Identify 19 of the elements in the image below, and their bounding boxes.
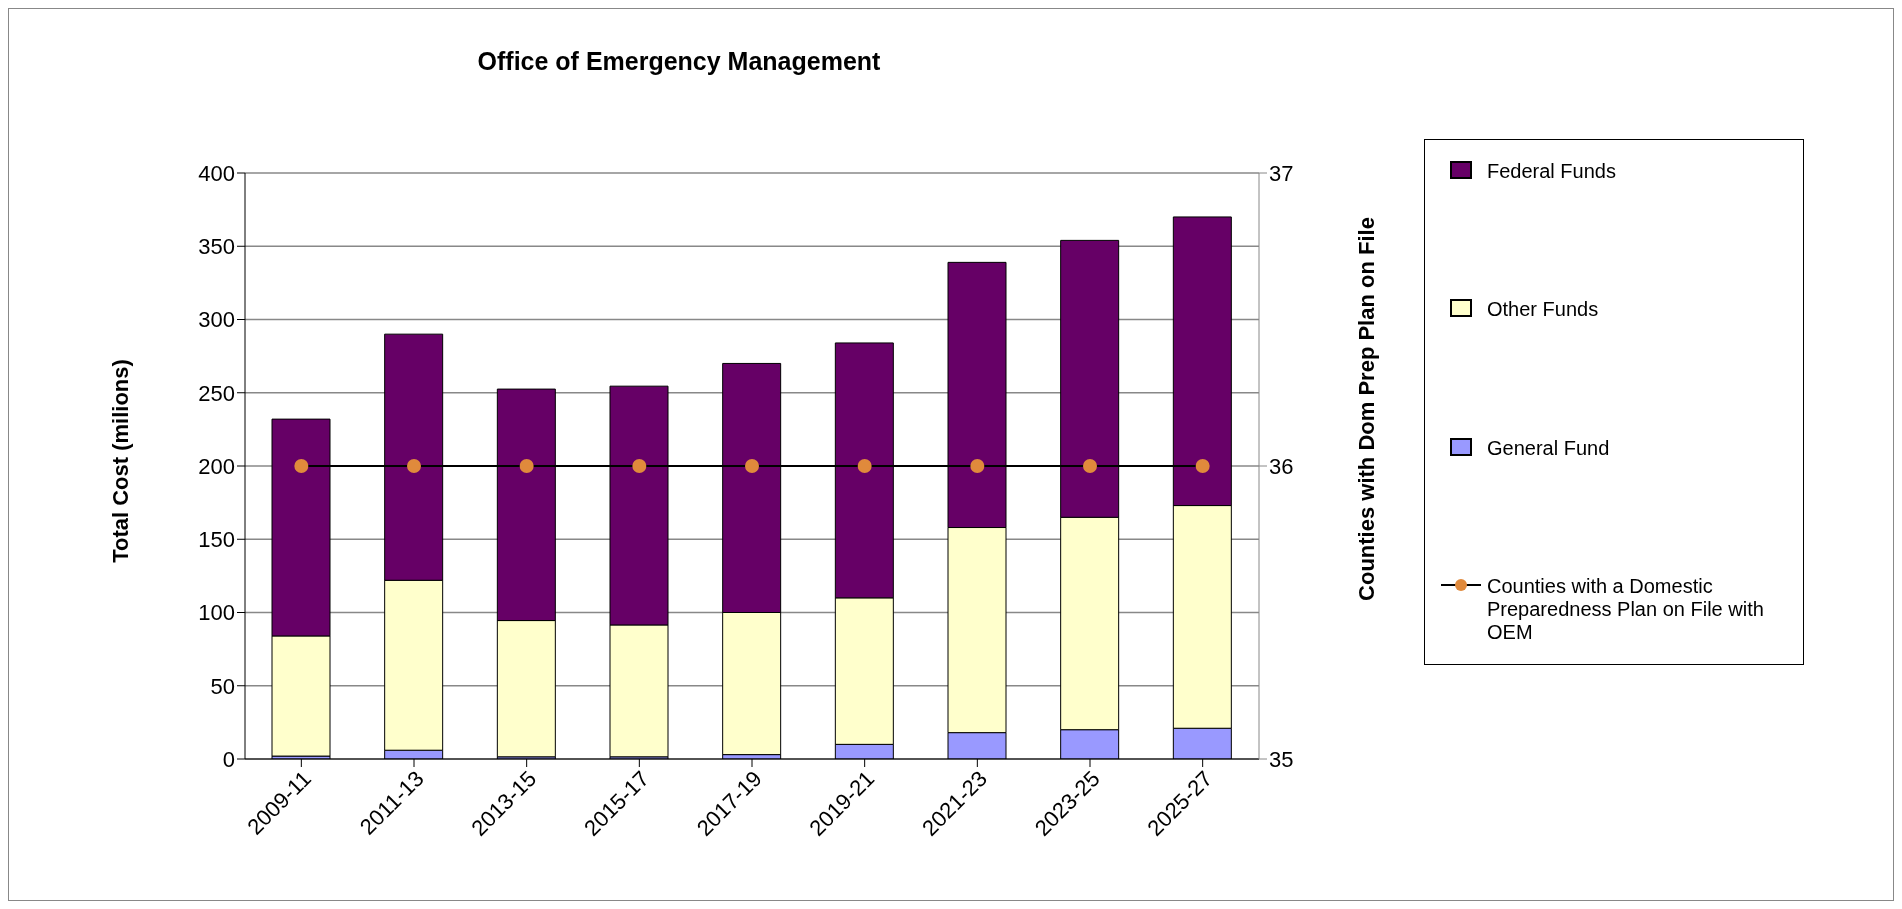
y2-tick-label: 35 — [1269, 746, 1294, 772]
y2-axis-title: Counties with Dom Prep Plan on File — [1354, 217, 1380, 601]
legend-label: General Fund — [1487, 436, 1610, 460]
y-tick-label: 400 — [198, 160, 235, 186]
y2-tick-label: 36 — [1269, 453, 1294, 479]
y-axis-title: Total Cost (milions) — [108, 359, 134, 563]
y-tick-label: 250 — [198, 380, 235, 406]
y-tick-label: 350 — [198, 234, 235, 260]
y-tick-label: 200 — [198, 453, 235, 479]
y-tick-label: 150 — [198, 527, 235, 553]
legend-label: Counties with a Domestic Preparedness Plan on File with OEM — [1487, 574, 1765, 644]
y-tick-label: 300 — [198, 307, 235, 333]
y-tick-label: 50 — [210, 673, 235, 699]
y2-tick-label: 37 — [1269, 160, 1294, 186]
legend-label: Federal Funds — [1487, 160, 1616, 183]
chart-title: Office of Emergency Management — [476, 47, 882, 76]
legend-label: Other Funds — [1487, 298, 1599, 322]
y-tick-label: 0 — [222, 746, 235, 772]
y-tick-label: 100 — [198, 600, 235, 626]
